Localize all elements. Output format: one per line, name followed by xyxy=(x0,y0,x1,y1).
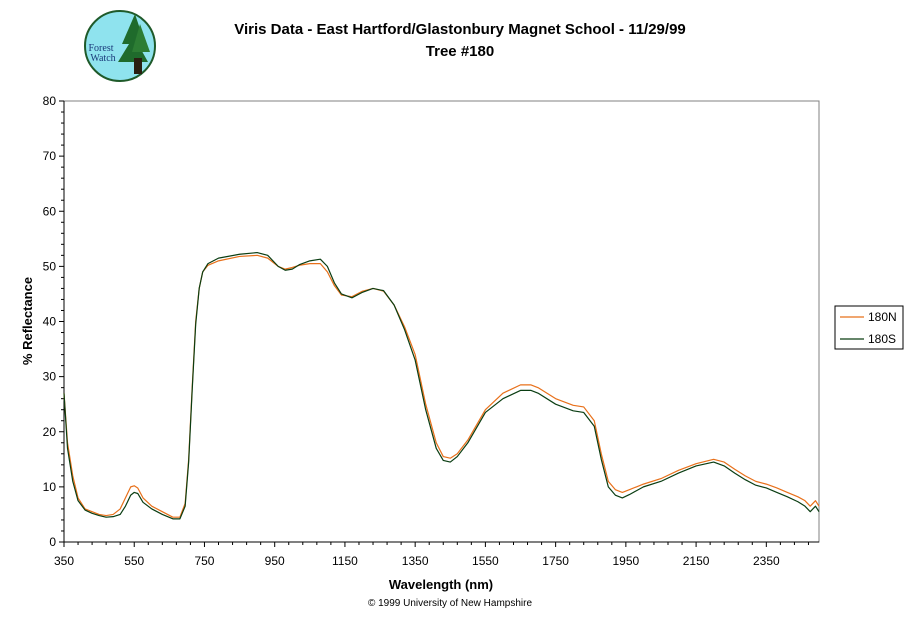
y-tick-label: 60 xyxy=(43,204,57,218)
series-line-180S xyxy=(63,251,820,520)
x-tick-label: 750 xyxy=(194,554,214,568)
legend: 180N 180S xyxy=(834,305,904,350)
legend-label-180S: 180S xyxy=(868,332,896,346)
x-tick-label: 1750 xyxy=(542,554,569,568)
legend-label-180N: 180N xyxy=(868,310,897,324)
legend-box xyxy=(834,305,904,350)
x-tick-label: 350 xyxy=(54,554,74,568)
y-axis-title: % Reflectance xyxy=(20,277,35,365)
x-tick-label: 1150 xyxy=(332,554,358,568)
logo-text-forest: Forest xyxy=(89,43,114,54)
x-tick-label: 1950 xyxy=(613,554,640,568)
x-tick-label: 1350 xyxy=(402,554,429,568)
y-tick-label: 20 xyxy=(43,425,57,439)
y-tick-label: 50 xyxy=(43,259,57,273)
x-tick-label: 950 xyxy=(265,554,285,568)
axes: 0 10 20 30 40 50 60 70 80 350 550 750 950 1150 1350 155… xyxy=(43,94,819,568)
forest-watch-logo: Forest Watch xyxy=(84,10,156,82)
copyright-notice: © 1999 University of New Hampshire xyxy=(367,598,533,609)
chart-subtitle: Tree #180 xyxy=(425,43,495,60)
y-tick-label: 70 xyxy=(43,149,57,163)
plot-area xyxy=(63,100,820,543)
logo-text-watch: Watch xyxy=(90,53,115,64)
y-tick-label: 40 xyxy=(43,315,57,329)
x-tick-label: 2150 xyxy=(683,554,710,568)
x-axis-title: Wavelength (nm) xyxy=(389,577,493,592)
x-tick-label: 550 xyxy=(124,554,144,568)
chart-title: Viris Data - East Hartford/Glastonbury M… xyxy=(234,21,686,38)
y-tick-label: 30 xyxy=(43,370,57,384)
y-tick-label: 0 xyxy=(49,535,56,549)
x-tick-label: 1550 xyxy=(472,554,499,568)
y-tick-label: 10 xyxy=(43,480,57,494)
series-lines xyxy=(63,251,820,520)
y-tick-label: 80 xyxy=(43,94,57,108)
x-tick-label: 2350 xyxy=(753,554,780,568)
